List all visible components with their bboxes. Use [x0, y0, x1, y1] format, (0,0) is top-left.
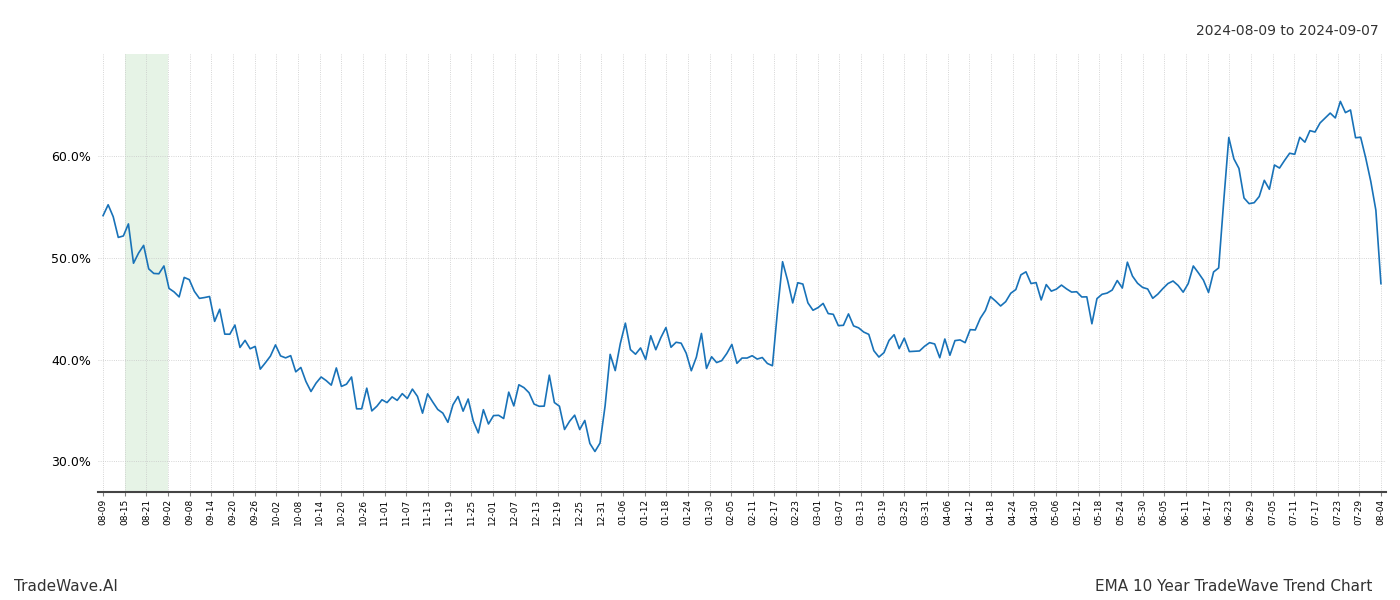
Bar [125, 54, 168, 492]
Text: EMA 10 Year TradeWave Trend Chart: EMA 10 Year TradeWave Trend Chart [1095, 579, 1372, 594]
Text: 2024-08-09 to 2024-09-07: 2024-08-09 to 2024-09-07 [1197, 24, 1379, 38]
Text: TradeWave.AI: TradeWave.AI [14, 579, 118, 594]
